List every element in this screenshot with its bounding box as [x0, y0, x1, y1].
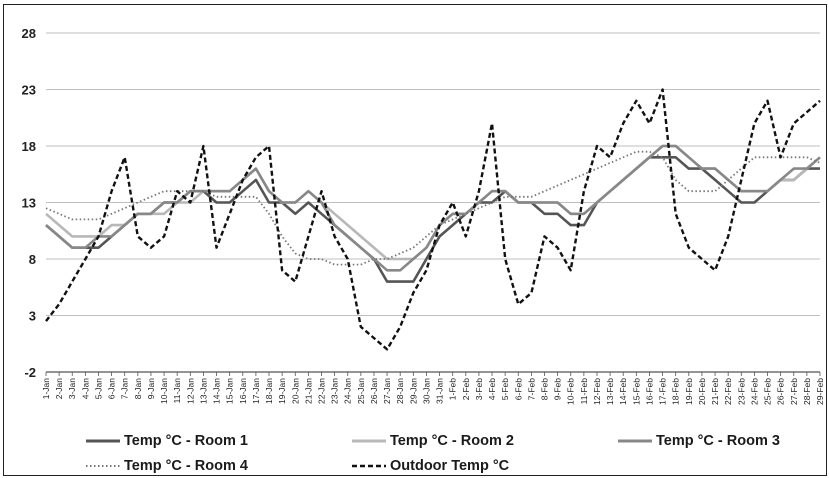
x-tick-label: 29-Feb [815, 378, 825, 405]
chart-frame [3, 4, 827, 476]
x-tick-label: 21-Feb [710, 378, 720, 405]
x-tick-label: 25-Feb [763, 378, 773, 405]
x-tick-label: 11-Feb [579, 378, 589, 405]
series-line-4 [45, 150, 821, 266]
series-line-3 [45, 144, 821, 272]
x-tick-label: 1-Feb [448, 378, 458, 400]
x-tick-label: 15-Jan [225, 378, 235, 404]
gridlines [46, 32, 820, 373]
x-tick-label: 10-Feb [566, 378, 576, 405]
x-tick-label: 1-Jan [41, 378, 51, 400]
y-tick-label: 23 [22, 83, 36, 98]
x-tick-label: 10-Jan [159, 378, 169, 404]
x-tick-label: 22-Jan [316, 378, 326, 404]
x-tick-label: 9-Jan [146, 378, 156, 400]
x-tick-label: 24-Feb [749, 378, 759, 405]
x-tick-label: 31-Jan [435, 378, 445, 404]
x-tick-label: 27-Feb [789, 378, 799, 405]
y-tick-label: 3 [29, 309, 36, 324]
x-tick-label: 2-Feb [461, 378, 471, 400]
x-tick-label: 6-Feb [513, 378, 523, 400]
x-tick-label: 5-Jan [93, 378, 103, 400]
x-tick-label: 15-Feb [631, 378, 641, 405]
y-tick-label: 28 [22, 26, 36, 41]
x-tick-label: 13-Jan [198, 378, 208, 404]
x-tick-label: 4-Feb [487, 378, 497, 400]
x-tick-label: 30-Jan [421, 378, 431, 404]
series-line-1 [45, 156, 820, 283]
x-tick-label: 24-Jan [343, 378, 353, 404]
x-tick-label: 17-Jan [251, 378, 261, 404]
x-tick-label: 2-Jan [54, 378, 64, 400]
x-tick-label: 6-Jan [107, 378, 117, 400]
x-tick-label: 11-Jan [172, 378, 182, 404]
x-tick-label: 3-Feb [474, 378, 484, 400]
x-tick-label: 13-Feb [605, 378, 615, 405]
x-tick-label: 27-Jan [382, 378, 392, 404]
y-tick-label: 13 [22, 196, 36, 211]
x-tick-label: 12-Jan [185, 378, 195, 404]
x-tick-label: 25-Jan [356, 378, 366, 404]
x-tick-label: 21-Jan [303, 378, 313, 404]
x-tick-label: 28-Jan [395, 378, 405, 404]
x-tick-label: 17-Feb [658, 378, 668, 405]
x-tick-label: 19-Jan [277, 378, 287, 404]
x-tick-label: 14-Jan [212, 378, 222, 404]
x-axis: 1-Jan 2-Jan 3-Jan 4-Jan 5-Jan 6-Jan 7-Jan 8-Jan… [41, 372, 825, 405]
x-tick-label: 8-Jan [133, 378, 143, 400]
x-tick-label: 16-Jan [238, 378, 248, 404]
y-tick-label: 8 [29, 252, 36, 267]
x-tick-label: 28-Feb [802, 378, 812, 405]
x-tick-label: 8-Feb [540, 378, 550, 400]
x-tick-label: 20-Jan [290, 378, 300, 404]
x-tick-label: 20-Feb [697, 378, 707, 405]
x-tick-label: 26-Jan [369, 378, 379, 404]
x-tick-label: 7-Jan [120, 378, 130, 400]
x-tick-label: 14-Feb [618, 378, 628, 405]
y-tick-label: -2 [24, 365, 36, 380]
x-tick-label: 3-Jan [67, 378, 77, 400]
x-tick-label: 5-Feb [500, 378, 510, 400]
x-tick-label: 9-Feb [553, 378, 563, 400]
x-tick-label: 18-Jan [264, 378, 274, 404]
x-tick-label: 19-Feb [684, 378, 694, 405]
x-tick-label: 22-Feb [723, 378, 733, 405]
x-tick-label: 16-Feb [644, 378, 654, 405]
x-tick-label: 23-Jan [330, 378, 340, 404]
series-line-5 [45, 88, 821, 351]
x-tick-label: 7-Feb [526, 378, 536, 400]
x-tick-label: 29-Jan [408, 378, 418, 404]
x-tick-label: 4-Jan [80, 378, 90, 400]
y-tick-label: 18 [22, 139, 36, 154]
x-tick-label: 12-Feb [592, 378, 602, 405]
series-lines [45, 88, 821, 351]
x-tick-label: 18-Feb [671, 378, 681, 405]
x-tick-label: 26-Feb [776, 378, 786, 405]
x-tick-label: 23-Feb [736, 378, 746, 405]
y-axis: -2 3 8 13 18 23 28 [22, 26, 36, 380]
